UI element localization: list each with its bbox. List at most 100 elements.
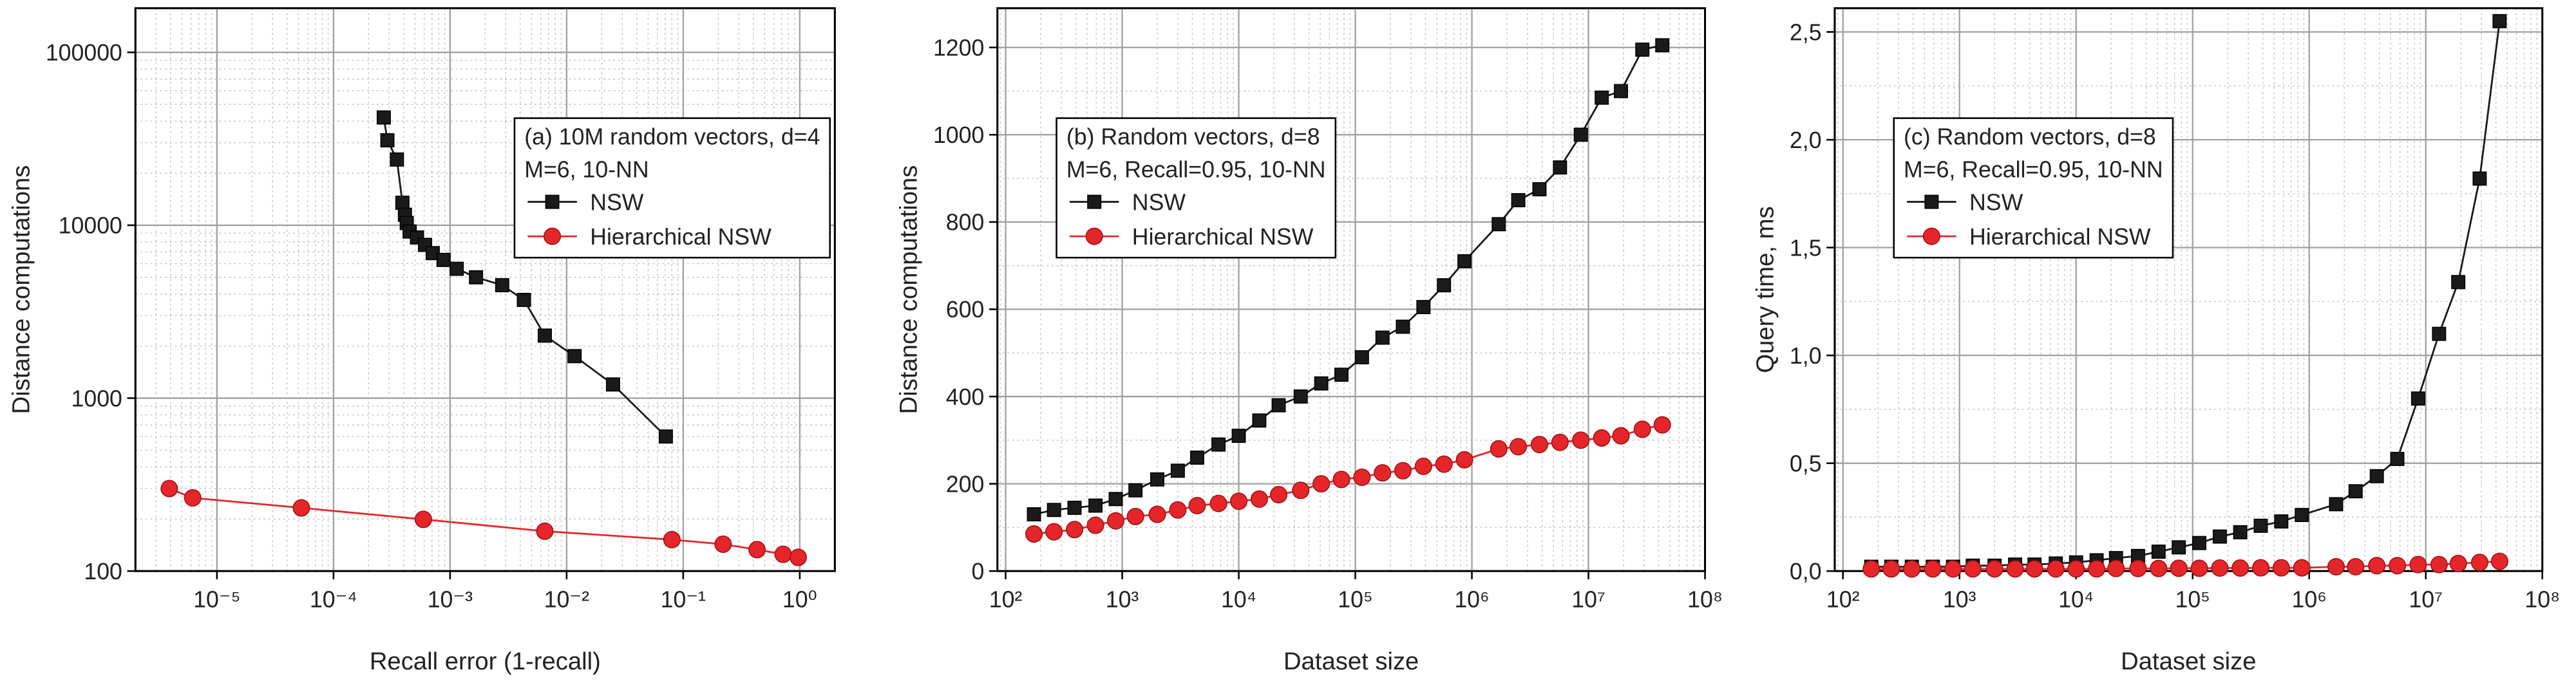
marker (2067, 560, 2085, 578)
marker (2347, 557, 2365, 576)
marker (663, 530, 681, 548)
marker (1510, 438, 1528, 456)
marker (1169, 501, 1187, 519)
marker (1353, 468, 1371, 486)
marker (1635, 42, 1650, 57)
x-axis-label: Recall error (1-recall) (370, 648, 601, 675)
x-tick-label: 10⁷ (2409, 586, 2443, 612)
x-tick-label: 10³ (1943, 586, 1976, 612)
y-tick-label: 800 (946, 210, 985, 236)
marker (1087, 194, 1102, 209)
marker (436, 252, 451, 267)
x-tick-label: 10⁰ (782, 586, 817, 612)
marker (1374, 464, 1392, 482)
marker (1944, 560, 1962, 578)
x-axis-label: Dataset size (2121, 648, 2256, 675)
marker (160, 480, 178, 498)
marker (395, 195, 410, 210)
marker (2430, 555, 2448, 574)
x-tick-label: 10⁶ (2292, 586, 2327, 612)
y-tick-label: 1,0 (1790, 343, 1822, 369)
marker (2472, 171, 2487, 186)
legend-title: (a) 10M random vectors, d=4 (524, 124, 820, 149)
marker (2170, 559, 2188, 577)
marker (2172, 540, 2186, 555)
series-line (1871, 21, 2501, 568)
legend-title: (c) Random vectors, d=8 (1904, 124, 2156, 149)
marker (1231, 429, 1246, 443)
x-tick-label: 10³ (1106, 586, 1139, 612)
marker (538, 328, 552, 343)
marker (1046, 503, 1061, 518)
chart-panel: 10⁻⁵ 10⁻⁴ 10⁻³ 10⁻² 10⁻¹ 10⁰ 100 1000 10000 10000… (7, 7, 836, 675)
marker (1964, 560, 1982, 578)
marker (1128, 483, 1143, 498)
marker (2025, 560, 2043, 578)
marker (2129, 559, 2147, 577)
x-axis-label: Dataset size (1283, 648, 1419, 675)
marker (2107, 559, 2125, 577)
marker (2274, 514, 2289, 529)
series-line (169, 487, 799, 559)
y-tick-label: 0,5 (1790, 451, 1822, 476)
y-tick-label: 2,5 (1790, 19, 1822, 45)
marker (1126, 507, 1144, 525)
marker (1614, 84, 1628, 98)
legend-label: Hierarchical NSW (1969, 224, 2151, 250)
marker (2253, 518, 2268, 533)
marker (1252, 413, 1267, 428)
legend: (c) Random vectors, d=8 M=6, Recall=0.95,… (1893, 117, 2174, 259)
marker (1148, 505, 1166, 523)
marker (1354, 350, 1369, 364)
marker (1924, 194, 1939, 209)
y-tick-label: 10000 (59, 213, 122, 239)
marker (774, 545, 792, 563)
legend-label: NSW (1969, 189, 2023, 215)
marker (658, 429, 673, 444)
marker (567, 349, 582, 364)
legend-label: Hierarchical NSW (590, 224, 772, 250)
marker (1394, 462, 1412, 480)
x-tick-label: 10⁵ (2175, 586, 2210, 612)
marker (1086, 516, 1104, 534)
legend-label: NSW (1132, 189, 1186, 215)
marker (1553, 160, 1567, 175)
marker (2151, 545, 2166, 559)
marker (1416, 300, 1431, 315)
marker (1312, 475, 1331, 493)
legend-title: M=6, Recall=0.95, 10-NN (1904, 156, 2163, 182)
marker (1633, 420, 1651, 438)
marker (1573, 127, 1588, 142)
y-tick-label: 100000 (46, 40, 122, 66)
marker (495, 278, 509, 293)
marker (2295, 508, 2309, 523)
marker (1108, 492, 1123, 507)
marker (536, 522, 554, 540)
legend-title: (b) Random vectors, d=8 (1066, 124, 1320, 149)
legend-box (1893, 117, 2174, 259)
marker (2369, 469, 2384, 483)
marker (2449, 554, 2467, 572)
x-tick-label: 10⁴ (2058, 586, 2094, 612)
plot-frame (134, 7, 836, 572)
y-tick-label: 0 (972, 559, 985, 584)
marker (1190, 450, 1204, 465)
marker (184, 489, 202, 507)
marker (1882, 560, 1900, 578)
marker (1490, 440, 1508, 458)
marker (1903, 560, 1921, 578)
marker (1250, 490, 1268, 508)
x-tick-label: 10⁷ (1571, 586, 1605, 612)
x-tick-label: 10⁻⁴ (310, 586, 357, 612)
marker (2470, 554, 2488, 572)
marker (2410, 391, 2425, 406)
marker (1209, 494, 1227, 512)
marker (2327, 557, 2345, 576)
y-tick-label: 2,0 (1790, 127, 1822, 153)
marker (1551, 433, 1569, 451)
x-tick-label: 10⁸ (2524, 586, 2560, 612)
marker (1437, 278, 1452, 293)
legend-box (513, 117, 831, 259)
x-tick-label: 10⁻³ (428, 586, 473, 612)
